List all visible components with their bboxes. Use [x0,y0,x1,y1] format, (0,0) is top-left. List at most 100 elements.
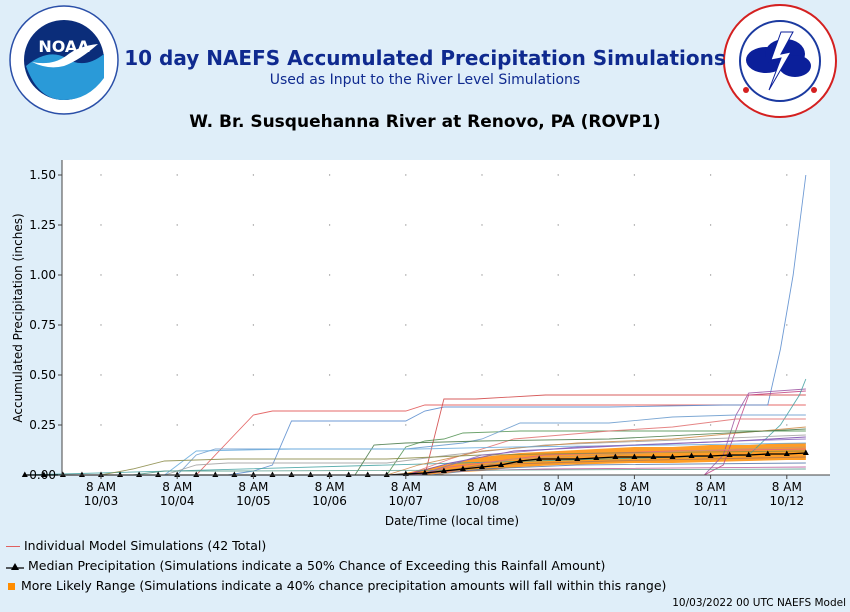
grid-dot [405,274,407,276]
y-tick-label: 1.00 [29,268,56,282]
median-point [193,471,200,477]
chart-title: 10 day NAEFS Accumulated Precipitation S… [124,46,726,70]
x-tick-label-time: 8 AM [696,480,726,494]
y-tick-label: 0.25 [29,418,56,432]
grid-dot [100,174,102,176]
median-point [383,471,390,477]
grid-dot [557,224,559,226]
x-tick-label-time: 8 AM [238,480,268,494]
x-tick-label-time: 8 AM [543,480,573,494]
median-point [421,469,428,475]
grid [100,174,788,426]
y-tick-label: 0.75 [29,318,56,332]
median-point [669,453,676,459]
legend-median: Median Precipitation (Simulations indica… [6,558,605,573]
noaa-logo: NOAA [9,5,119,115]
simulation-line [24,430,806,476]
median-point [117,471,124,477]
grid-dot [328,174,331,176]
grid-dot [786,324,788,326]
simulation-line [24,378,807,476]
noaa-logo-text: NOAA [38,37,90,56]
x-axis-label: Date/Time (local time) [385,514,519,528]
median-point [269,471,276,477]
x-tick-label-time: 8 AM [467,480,497,494]
y-tick-label: 0.00 [29,468,56,482]
grid-dot [481,374,483,376]
grid-dot [328,424,331,426]
grid-dot [176,274,178,276]
median-point [40,471,47,477]
x-tick-label-time: 8 AM [86,480,116,494]
grid-dot [176,174,178,176]
range-band-area [24,443,806,475]
median-point [345,471,352,477]
median-point [707,452,714,458]
grid-dot [100,224,102,226]
x-tick-label-time: 8 AM [162,480,192,494]
median-point [593,454,600,460]
grid-dot [176,324,178,326]
grid-dot [176,424,178,426]
grid-dot [633,224,636,226]
median-point [98,471,104,477]
x-tick-label-date: 10/09 [541,494,576,508]
grid-dot [557,274,559,276]
grid-dot [481,224,483,226]
median-point [326,471,333,477]
median-point [802,449,809,455]
grid-dot [100,274,102,276]
simulation-line [24,414,806,476]
median-point [21,471,28,477]
grid-dot [557,324,559,326]
x-tick-label-date: 10/06 [312,494,347,508]
location-title: W. Br. Susquehanna River at Renovo, PA (… [189,112,661,132]
median-point [250,471,257,477]
median-point [459,465,466,471]
legend-median-swatch [6,562,24,570]
median-point [783,450,790,456]
y-tick-label: 1.50 [29,168,56,182]
legend-individual-label: Individual Model Simulations (42 Total) [24,538,267,553]
grid-dot [481,274,483,276]
grid-dot [481,174,483,176]
grid-dot [100,324,102,326]
grid-dot [405,424,407,426]
median-point [136,471,143,477]
median-point [364,471,371,477]
grid-dot [557,424,559,426]
y-axis-label: Accumulated Precipitation (inches) [11,213,25,422]
grid-dot [633,424,636,426]
grid-dot [709,324,712,326]
median-point [155,471,162,477]
grid-dot [557,374,559,376]
simulation-line [24,174,807,476]
x-tick-label-date: 10/12 [770,494,805,508]
grid-dot [252,224,255,226]
median-point [59,471,66,477]
median-point [726,451,733,457]
grid-dot [709,224,712,226]
median-point [650,453,657,459]
nws-logo [723,4,837,118]
median-point [231,471,238,477]
legend-range-label: More Likely Range (Simulations indicate … [21,578,667,593]
grid-dot [252,324,255,326]
grid-dot [633,374,636,376]
x-tick-label-time: 8 AM [315,480,345,494]
legend-median-label: Median Precipitation (Simulations indica… [28,558,606,573]
grid-dot [100,424,102,426]
x-tick-label-date: 10/10 [617,494,652,508]
grid-dot [481,424,483,426]
grid-dot [557,174,559,176]
grid-dot [252,174,255,176]
plot-area [62,160,830,475]
grid-dot [786,174,788,176]
grid-dot [252,274,255,276]
x-tick-label-time: 8 AM [772,480,802,494]
grid-dot [100,374,102,376]
y-tick-label: 1.25 [29,218,56,232]
median-point [440,467,447,473]
